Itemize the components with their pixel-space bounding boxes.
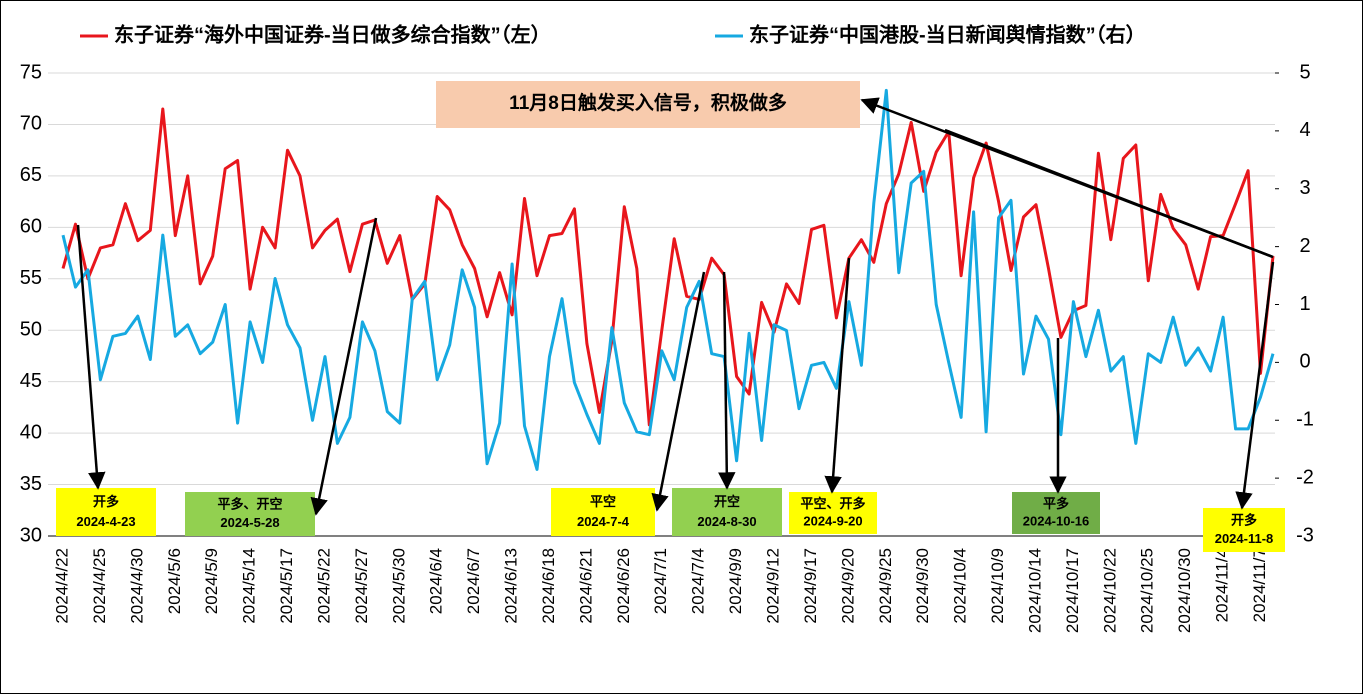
y2-tick-label: 5 xyxy=(1299,61,1310,83)
y2-tick-label: -3 xyxy=(1296,524,1314,546)
y-tick-label: 30 xyxy=(20,524,42,546)
y-tick-label: 55 xyxy=(20,267,42,289)
y-tick-label: 35 xyxy=(20,473,42,495)
x-tick-label: 2024/9/30 xyxy=(913,548,932,624)
trend-line xyxy=(944,128,1274,259)
y2-tick-label: -2 xyxy=(1296,466,1314,488)
x-tick-label: 2024/6/7 xyxy=(464,548,483,614)
x-tick-label: 2024/5/27 xyxy=(352,548,371,624)
x-tick-label: 2024/10/22 xyxy=(1100,548,1119,633)
x-tick-label: 2024/6/26 xyxy=(614,548,633,624)
series-line xyxy=(61,88,1275,471)
y-tick-label: 50 xyxy=(20,319,42,341)
x-tick-label: 2024/10/4 xyxy=(951,548,970,624)
signal-box xyxy=(1012,492,1100,534)
signal-text: 开空 xyxy=(714,494,740,509)
x-tick-label: 2024/7/4 xyxy=(689,548,708,614)
y-tick-label: 70 xyxy=(20,113,42,135)
signal-date: 2024-5-28 xyxy=(220,515,279,530)
signal-text: 开多 xyxy=(93,494,119,509)
x-tick-label: 2024/7/1 xyxy=(651,548,670,614)
x-tick-label: 2024/6/21 xyxy=(576,548,595,624)
x-tick-label: 2024/5/6 xyxy=(165,548,184,614)
y2-tick-label: 4 xyxy=(1299,119,1310,141)
y2-tick-label: -1 xyxy=(1296,409,1314,431)
signal-text: 平空 xyxy=(590,494,616,509)
arrow xyxy=(76,224,106,490)
signal-date: 2024-9-20 xyxy=(803,514,862,529)
signal-text: 平多、开空 xyxy=(217,497,282,512)
signal-text: 平空、开多 xyxy=(800,496,865,511)
callout-text: 11月8日触发买入信号，积极做多 xyxy=(509,91,787,114)
x-tick-label: 2024/9/12 xyxy=(764,548,783,624)
x-tick-label: 2024/4/30 xyxy=(127,548,146,624)
signal-box xyxy=(185,492,315,536)
x-tick-label: 2024/10/25 xyxy=(1138,548,1157,633)
signal-date: 2024-4-23 xyxy=(76,514,135,529)
x-tick-label: 2024/11/7 xyxy=(1250,548,1269,622)
x-tick-label: 2024/4/22 xyxy=(52,548,71,624)
signal-date: 2024-10-16 xyxy=(1023,514,1090,529)
x-tick-label: 2024/10/9 xyxy=(988,548,1007,624)
arrow xyxy=(310,217,378,516)
x-tick-label: 2024/10/14 xyxy=(1025,548,1044,633)
arrow xyxy=(718,271,736,490)
callout-box xyxy=(436,81,860,128)
x-tick-label: 2024/6/4 xyxy=(427,548,446,614)
x-tick-label: 2024/5/9 xyxy=(202,548,221,614)
y-tick-label: 60 xyxy=(20,216,42,238)
x-tick-label: 2024/10/17 xyxy=(1063,548,1082,633)
x-tick-label: 2024/5/14 xyxy=(240,548,259,624)
x-tick-label: 2024/9/9 xyxy=(726,548,745,614)
arrow xyxy=(1235,261,1275,510)
x-tick-label: 2024/4/25 xyxy=(90,548,109,624)
signal-text: 开多 xyxy=(1231,513,1257,528)
signal-box xyxy=(789,492,877,534)
y2-tick-label: 2 xyxy=(1299,235,1310,257)
x-tick-label: 2024/9/17 xyxy=(801,548,820,624)
x-tick-label: 2024/6/13 xyxy=(502,548,521,624)
legend-label: 东子证券“海外中国证券-当日做多综合指数”（左） xyxy=(114,22,551,46)
signal-date: 2024-11-8 xyxy=(1215,531,1274,546)
x-tick-label: 2024/5/17 xyxy=(277,548,296,624)
x-tick-label: 2024/11/4 xyxy=(1213,548,1232,622)
x-tick-label: 2024/10/30 xyxy=(1175,548,1194,633)
signal-date: 2024-7-4 xyxy=(577,514,630,529)
signal-box xyxy=(56,488,156,536)
signal-text: 平多 xyxy=(1043,496,1069,511)
y2-tick-label: 3 xyxy=(1299,177,1310,199)
x-tick-label: 2024/9/25 xyxy=(876,548,895,624)
y2-tick-label: 0 xyxy=(1299,351,1310,373)
y-tick-label: 75 xyxy=(20,61,42,83)
x-tick-label: 2024/5/22 xyxy=(314,548,333,624)
arrow xyxy=(824,257,851,494)
signal-box xyxy=(551,488,655,536)
y-tick-label: 40 xyxy=(20,421,42,443)
legend-label: 东子证券“中国港股-当日新闻舆情指数”（右） xyxy=(749,22,1146,46)
signal-date: 2024-8-30 xyxy=(697,514,756,529)
x-tick-label: 2024/5/30 xyxy=(389,548,408,624)
arrow xyxy=(651,271,706,512)
x-tick-label: 2024/9/20 xyxy=(838,548,857,624)
y2-tick-label: 1 xyxy=(1299,293,1310,315)
signal-box xyxy=(1203,508,1285,552)
y-tick-label: 45 xyxy=(20,370,42,392)
x-tick-label: 2024/6/18 xyxy=(539,548,558,624)
y-tick-label: 65 xyxy=(20,164,42,186)
signal-box xyxy=(672,488,782,536)
